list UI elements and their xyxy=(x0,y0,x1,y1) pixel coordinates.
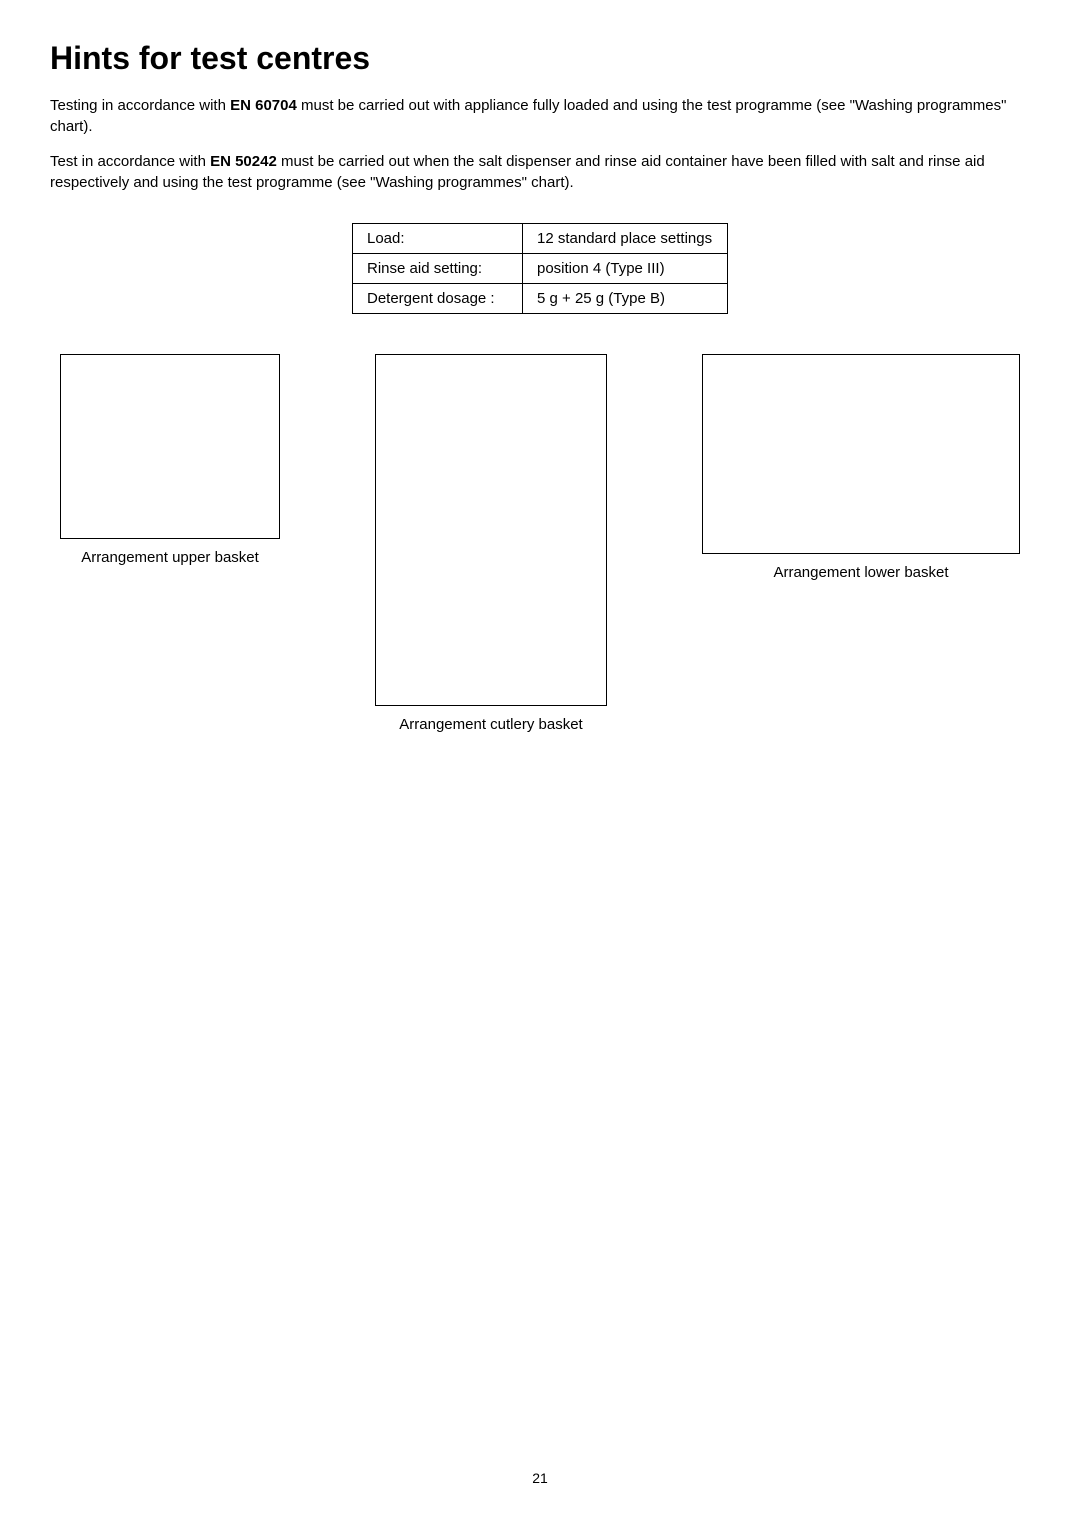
settings-table: Load: 12 standard place settings Rinse a… xyxy=(352,223,728,314)
table-cell-value: 5 g + 25 g (Type B) xyxy=(523,284,728,314)
table-cell-label: Load: xyxy=(353,224,523,254)
table-row: Rinse aid setting: position 4 (Type III) xyxy=(353,254,728,284)
paragraph-en60704: Testing in accordance with EN 60704 must… xyxy=(50,95,1030,137)
para2-prefix: Test in accordance with xyxy=(50,153,210,170)
table-row: Detergent dosage : 5 g + 25 g (Type B) xyxy=(353,284,728,314)
table-row: Load: 12 standard place settings xyxy=(353,224,728,254)
image-placeholder-cutlery xyxy=(375,354,607,706)
page-title: Hints for test centres xyxy=(50,40,1030,77)
paragraph-en50242: Test in accordance with EN 50242 must be… xyxy=(50,151,1030,193)
para1-standard: EN 60704 xyxy=(230,97,297,114)
table-cell-label: Detergent dosage : xyxy=(353,284,523,314)
para1-prefix: Testing in accordance with xyxy=(50,97,230,114)
table-cell-value: 12 standard place settings xyxy=(523,224,728,254)
arrangement-upper: Arrangement upper basket xyxy=(60,354,280,566)
image-placeholder-lower xyxy=(702,354,1020,554)
page-number: 21 xyxy=(532,1470,548,1486)
arrangements-row: Arrangement upper basket Arrangement cut… xyxy=(50,354,1030,733)
caption-lower: Arrangement lower basket xyxy=(773,564,948,581)
arrangement-lower: Arrangement lower basket xyxy=(702,354,1020,581)
image-placeholder-upper xyxy=(60,354,280,539)
caption-upper: Arrangement upper basket xyxy=(81,549,259,566)
caption-cutlery: Arrangement cutlery basket xyxy=(399,716,582,733)
para2-standard: EN 50242 xyxy=(210,153,277,170)
arrangement-cutlery: Arrangement cutlery basket xyxy=(375,354,607,733)
table-cell-value: position 4 (Type III) xyxy=(523,254,728,284)
table-cell-label: Rinse aid setting: xyxy=(353,254,523,284)
